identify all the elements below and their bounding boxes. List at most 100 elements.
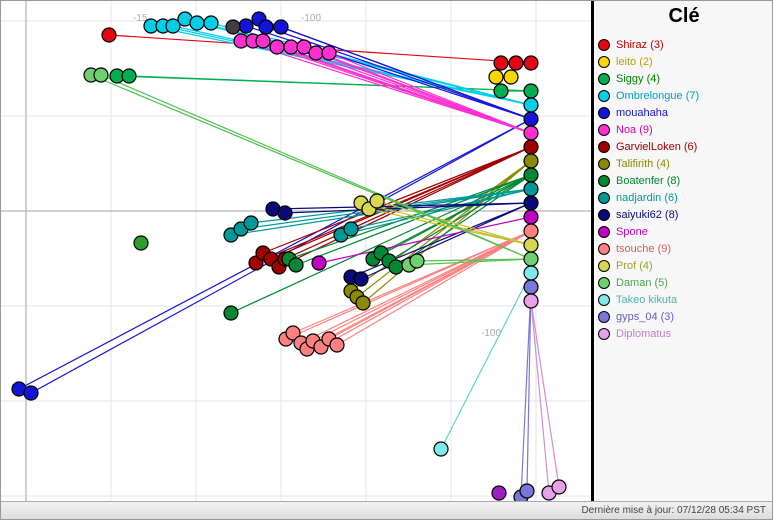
data-point[interactable]: [524, 98, 538, 112]
data-point[interactable]: [509, 56, 523, 70]
legend-label: mouahaha: [616, 107, 668, 119]
data-point[interactable]: [134, 236, 148, 250]
data-point[interactable]: [524, 182, 538, 196]
data-point[interactable]: [122, 69, 136, 83]
legend-label: nadjardin (6): [616, 192, 678, 204]
legend-item[interactable]: Ombrelongue (7): [596, 87, 772, 104]
data-point[interactable]: [524, 294, 538, 308]
data-point[interactable]: [356, 296, 370, 310]
data-point[interactable]: [270, 40, 284, 54]
chart-window: -15-100-100 Clé Shiraz (3)leito (2)Siggy…: [0, 0, 773, 520]
data-point[interactable]: [524, 252, 538, 266]
data-point[interactable]: [370, 194, 384, 208]
legend-swatch: [598, 141, 610, 153]
data-point[interactable]: [278, 206, 292, 220]
data-point[interactable]: [330, 338, 344, 352]
data-point[interactable]: [389, 260, 403, 274]
legend-label: Siggy (4): [616, 73, 660, 85]
legend-swatch: [598, 90, 610, 102]
legend-swatch: [598, 39, 610, 51]
data-point[interactable]: [524, 196, 538, 210]
legend-item[interactable]: Shiraz (3): [596, 36, 772, 53]
legend-item[interactable]: Spone: [596, 223, 772, 240]
legend-label: Ombrelongue (7): [616, 90, 699, 102]
data-point[interactable]: [256, 34, 270, 48]
data-point[interactable]: [504, 70, 518, 84]
scatter-plot: -15-100-100: [1, 1, 594, 501]
data-point[interactable]: [489, 70, 503, 84]
series-line: [129, 76, 531, 91]
legend-label: Diplomatus: [616, 328, 671, 340]
data-point[interactable]: [524, 280, 538, 294]
legend-swatch: [598, 124, 610, 136]
legend-item[interactable]: gyps_04 (3): [596, 308, 772, 325]
plot-canvas: -15-100-100: [1, 1, 591, 501]
data-point[interactable]: [224, 306, 238, 320]
data-point[interactable]: [312, 256, 326, 270]
data-point[interactable]: [344, 222, 358, 236]
data-point[interactable]: [244, 216, 258, 230]
legend-item[interactable]: Daman (5): [596, 274, 772, 291]
data-point[interactable]: [284, 40, 298, 54]
legend-item[interactable]: Talifirith (4): [596, 155, 772, 172]
data-point[interactable]: [102, 28, 116, 42]
legend-item[interactable]: GarvielLoken (6): [596, 138, 772, 155]
data-point[interactable]: [552, 480, 566, 494]
legend-swatch: [598, 328, 610, 340]
data-point[interactable]: [524, 84, 538, 98]
legend-label: Takeo kikuta: [616, 294, 677, 306]
legend-item[interactable]: Diplomatus: [596, 325, 772, 342]
data-point[interactable]: [524, 224, 538, 238]
data-point[interactable]: [494, 84, 508, 98]
legend-item[interactable]: Noa (9): [596, 121, 772, 138]
data-point[interactable]: [524, 126, 538, 140]
data-point[interactable]: [494, 56, 508, 70]
data-point[interactable]: [410, 254, 424, 268]
data-point[interactable]: [524, 112, 538, 126]
legend-label: leito (2): [616, 56, 653, 68]
legend-item[interactable]: tsouche (9): [596, 240, 772, 257]
legend-items: Shiraz (3) leito (2) Siggy (4) Ombrelongue …: [596, 36, 772, 342]
data-point[interactable]: [190, 16, 204, 30]
data-point[interactable]: [524, 210, 538, 224]
data-point[interactable]: [524, 168, 538, 182]
legend-item[interactable]: Boatenfer (8): [596, 172, 772, 189]
series-line: [531, 301, 549, 493]
data-point[interactable]: [492, 486, 506, 500]
legend-swatch: [598, 311, 610, 323]
legend-swatch: [598, 277, 610, 289]
data-point[interactable]: [24, 386, 38, 400]
legend-label: Boatenfer (8): [616, 175, 680, 187]
data-point[interactable]: [259, 20, 273, 34]
data-point[interactable]: [239, 19, 253, 33]
legend-swatch: [598, 192, 610, 204]
data-point[interactable]: [289, 258, 303, 272]
legend-item[interactable]: nadjardin (6): [596, 189, 772, 206]
legend-swatch: [598, 209, 610, 221]
legend-item[interactable]: saiyuki62 (8): [596, 206, 772, 223]
data-point[interactable]: [322, 46, 336, 60]
legend-item[interactable]: mouahaha: [596, 104, 772, 121]
data-point[interactable]: [274, 20, 288, 34]
data-point[interactable]: [524, 266, 538, 280]
legend-item[interactable]: Prof (4): [596, 257, 772, 274]
data-point[interactable]: [94, 68, 108, 82]
legend-label: Prof (4): [616, 260, 653, 272]
data-point[interactable]: [354, 272, 368, 286]
legend-panel: Clé Shiraz (3)leito (2)Siggy (4)Ombrelon…: [596, 1, 772, 501]
data-point[interactable]: [309, 46, 323, 60]
data-point[interactable]: [524, 154, 538, 168]
legend-item[interactable]: leito (2): [596, 53, 772, 70]
data-point[interactable]: [520, 484, 534, 498]
legend-item[interactable]: Takeo kikuta: [596, 291, 772, 308]
series-line: [441, 273, 531, 449]
data-point[interactable]: [226, 20, 240, 34]
data-point[interactable]: [204, 16, 218, 30]
legend-label: saiyuki62 (8): [616, 209, 678, 221]
data-point[interactable]: [434, 442, 448, 456]
legend-item[interactable]: Siggy (4): [596, 70, 772, 87]
data-point[interactable]: [524, 56, 538, 70]
data-point[interactable]: [524, 140, 538, 154]
data-point[interactable]: [524, 238, 538, 252]
legend-label: Noa (9): [616, 124, 653, 136]
